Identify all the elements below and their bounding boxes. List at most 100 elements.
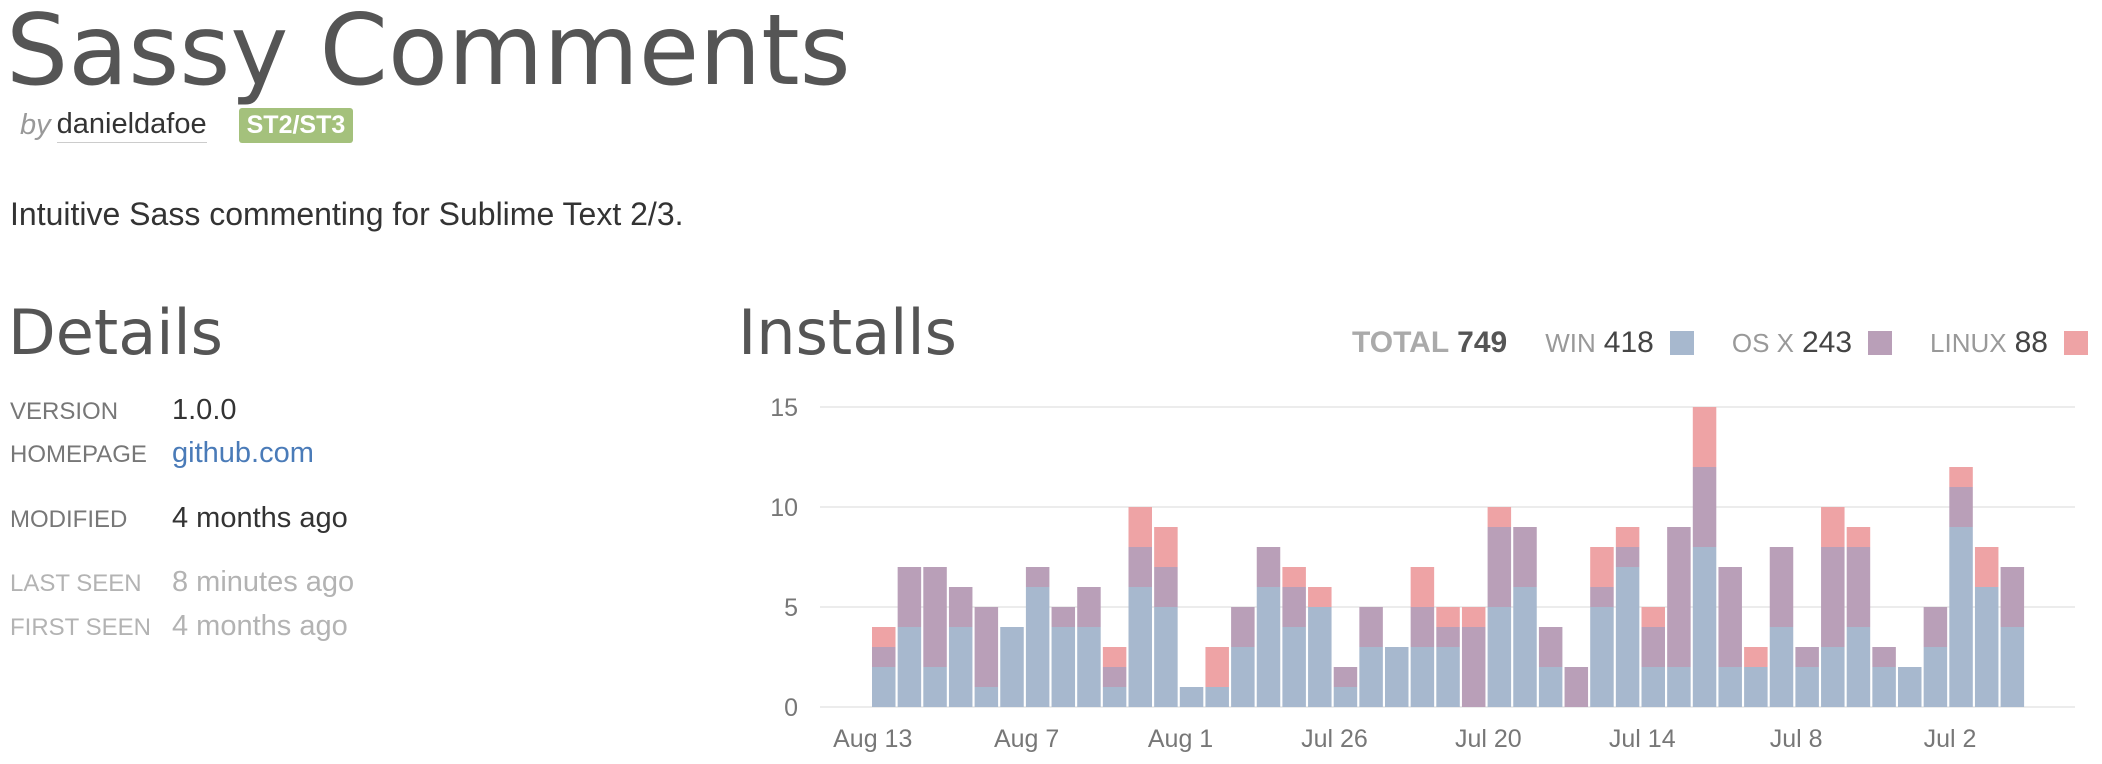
detail-first-seen: FIRST SEEN 4 months ago bbox=[10, 610, 348, 643]
linux-value: 88 bbox=[2014, 326, 2048, 359]
bar-segment bbox=[1974, 587, 1999, 707]
bar-segment bbox=[1641, 607, 1665, 627]
bar-segment bbox=[1282, 587, 1306, 627]
last-seen-value: 8 minutes ago bbox=[172, 566, 355, 598]
bar-segment bbox=[897, 627, 922, 707]
bar-segment bbox=[1795, 667, 1819, 707]
bar-segment bbox=[1359, 607, 1383, 647]
bar-segment bbox=[1333, 687, 1358, 707]
detail-last-seen: LAST SEEN 8 minutes ago bbox=[10, 566, 354, 599]
bar-segment bbox=[1590, 547, 1614, 587]
bar-segment bbox=[1872, 647, 1896, 667]
installs-legend: TOTAL 749 WIN 418 OS X 243 LINUX 88 bbox=[1352, 326, 2088, 360]
bar-segment bbox=[923, 667, 947, 707]
bar-segment bbox=[1692, 547, 1717, 707]
bar-segment bbox=[2000, 567, 2025, 627]
bar-segment bbox=[1872, 667, 1896, 707]
bar-segment bbox=[1025, 567, 1050, 587]
linux-label: LINUX bbox=[1930, 327, 2007, 358]
bar-segment bbox=[1538, 667, 1563, 707]
osx-value: 243 bbox=[1801, 326, 1853, 359]
osx-swatch bbox=[1868, 331, 1893, 355]
bar-segment bbox=[1385, 647, 1409, 707]
bar-segment bbox=[1795, 647, 1819, 667]
bar-segment bbox=[923, 567, 947, 667]
y-tick-label: 0 bbox=[784, 694, 798, 722]
bar-segment bbox=[2000, 627, 2025, 707]
linux-swatch bbox=[2064, 331, 2088, 355]
detail-version: VERSION 1.0.0 bbox=[10, 394, 237, 427]
bar-segment bbox=[1282, 567, 1306, 587]
bar-segment bbox=[1436, 607, 1460, 627]
bar-segment bbox=[1410, 567, 1435, 607]
bar-segment bbox=[1769, 547, 1794, 627]
first-seen-label: FIRST SEEN bbox=[10, 614, 151, 641]
bar-segment bbox=[1846, 527, 1871, 547]
bar-segment bbox=[1000, 627, 1024, 707]
bar-segment bbox=[897, 567, 922, 627]
bar-segment bbox=[1102, 687, 1127, 707]
bar-segment bbox=[1154, 607, 1178, 707]
version-label: VERSION bbox=[10, 398, 119, 425]
x-tick-label: Aug 7 bbox=[994, 725, 1059, 753]
homepage-link[interactable]: github.com bbox=[172, 437, 314, 469]
bar-segment bbox=[1821, 507, 1845, 547]
bar-segment bbox=[1487, 527, 1512, 607]
bar-segment bbox=[1205, 647, 1229, 687]
bar-segment bbox=[1102, 667, 1127, 687]
bar-segment bbox=[1821, 547, 1845, 647]
bar-segment bbox=[872, 647, 896, 667]
bar-segment bbox=[1410, 647, 1435, 707]
bar-segment bbox=[1718, 567, 1742, 667]
bar-segment bbox=[1718, 667, 1742, 707]
x-tick-label: Aug 13 bbox=[833, 725, 912, 753]
bar-segment bbox=[1949, 487, 1973, 527]
bar-segment bbox=[1231, 607, 1255, 647]
bar-segment bbox=[1590, 607, 1614, 707]
bar-segment bbox=[948, 627, 973, 707]
win-label: WIN bbox=[1545, 327, 1596, 358]
bar-segment bbox=[1692, 407, 1717, 467]
osx-label: OS X bbox=[1731, 327, 1794, 358]
bar-segment bbox=[1821, 647, 1845, 707]
bar-segment bbox=[1025, 587, 1050, 707]
win-swatch bbox=[1669, 331, 1694, 355]
bar-segment bbox=[1538, 627, 1563, 667]
bar-segment bbox=[1923, 647, 1948, 707]
bar-segment bbox=[974, 687, 999, 707]
bar-segment bbox=[1102, 647, 1127, 667]
bar-segment bbox=[1231, 647, 1255, 707]
bar-segment bbox=[1615, 547, 1640, 567]
x-tick-label: Jul 20 bbox=[1455, 725, 1522, 753]
bar-segment bbox=[1513, 527, 1537, 587]
bar-segment bbox=[1205, 687, 1229, 707]
y-tick-label: 5 bbox=[784, 594, 798, 622]
bar-segment bbox=[1333, 667, 1358, 687]
bar-segment bbox=[1128, 547, 1152, 587]
author-link[interactable]: danieldafoe bbox=[56, 108, 207, 143]
bar-segment bbox=[1615, 567, 1640, 707]
bar-segment bbox=[1641, 627, 1665, 667]
bar-segment bbox=[1051, 627, 1076, 707]
bar-segment bbox=[1436, 647, 1460, 707]
modified-label: MODIFIED bbox=[10, 506, 128, 533]
bar-segment bbox=[1744, 647, 1768, 667]
bar-segment bbox=[1590, 587, 1614, 607]
bar-segment bbox=[1256, 547, 1281, 587]
byline: by danieldafoe ST2/ST3 bbox=[20, 108, 354, 143]
bar-segment bbox=[948, 587, 973, 627]
bar-segment bbox=[1308, 587, 1332, 607]
bar-segment bbox=[1308, 607, 1332, 707]
bar-segment bbox=[1641, 667, 1665, 707]
bar-segment bbox=[1487, 607, 1512, 707]
bar-segment bbox=[1923, 607, 1948, 647]
bar-segment bbox=[1128, 587, 1152, 707]
bar-segment bbox=[1692, 467, 1717, 547]
package-description: Intuitive Sass commenting for Sublime Te… bbox=[10, 196, 684, 232]
bar-segment bbox=[1615, 527, 1640, 547]
bar-segment bbox=[1461, 607, 1486, 627]
bar-segment bbox=[1667, 667, 1691, 707]
bar-segment bbox=[1667, 527, 1691, 667]
bar-segment bbox=[1846, 547, 1871, 627]
